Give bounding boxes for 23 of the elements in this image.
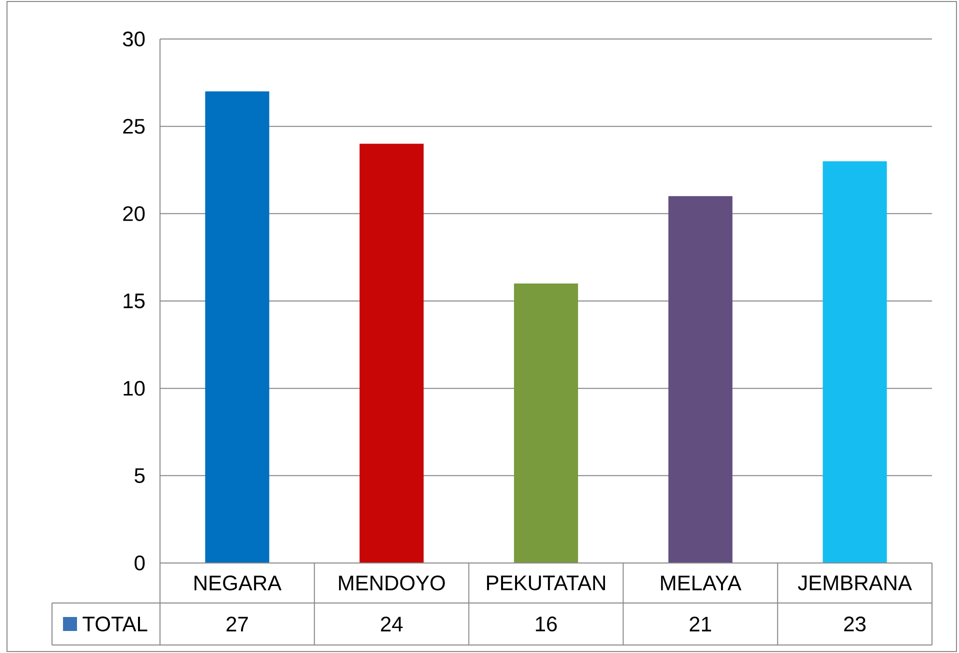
y-tick-label: 25: [123, 118, 145, 134]
x-tick-label: JEMBRANA: [798, 576, 912, 590]
x-tick-label: PEKUTATAN: [487, 576, 605, 590]
y-tick-label: 5: [134, 468, 145, 483]
y-tick-label: 30: [122, 32, 145, 46]
bar: [822, 161, 887, 563]
x-tick-label: NEGARA: [194, 576, 282, 590]
bar: [360, 144, 424, 563]
y-tick-label: 10: [124, 380, 145, 396]
x-tick-label: MENDOYO: [339, 576, 445, 590]
bar: [205, 91, 270, 563]
bar: [668, 196, 732, 563]
text: TOTAL: [82, 616, 148, 632]
data-label: 16: [536, 616, 557, 632]
y-tick-label: 0: [134, 556, 145, 570]
data-label: 27: [226, 616, 248, 632]
data-label: 21: [690, 616, 712, 632]
y-tick-label: 15: [124, 294, 145, 308]
y-tick-label: 20: [123, 206, 145, 222]
data-label: 23: [844, 616, 866, 632]
bar: [514, 284, 578, 563]
data-label: 24: [380, 616, 403, 632]
x-tick-label: MELAYA: [661, 576, 742, 590]
